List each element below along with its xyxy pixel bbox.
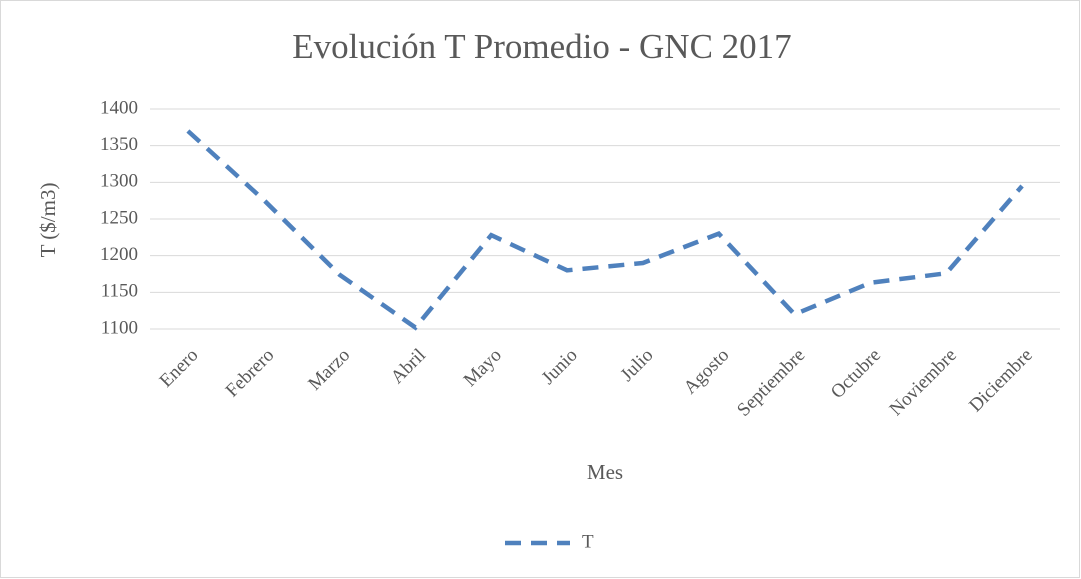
- x-axis-label: Mes: [587, 460, 623, 484]
- data-line: [186, 129, 1024, 331]
- y-tick-label: 1400: [100, 97, 138, 118]
- y-axis-label: T ($/m3): [36, 183, 60, 258]
- y-tick-label: 1250: [100, 207, 138, 228]
- y-tick-label: 1200: [100, 244, 138, 265]
- chart-title: Evolución T Promedio - GNC 2017: [292, 27, 791, 66]
- y-tick-label: 1100: [101, 317, 138, 338]
- y-tick-label: 1150: [101, 281, 138, 302]
- y-tick-label: 1350: [100, 134, 138, 155]
- legend-label: T: [582, 531, 594, 552]
- y-tick-label: 1300: [100, 171, 138, 192]
